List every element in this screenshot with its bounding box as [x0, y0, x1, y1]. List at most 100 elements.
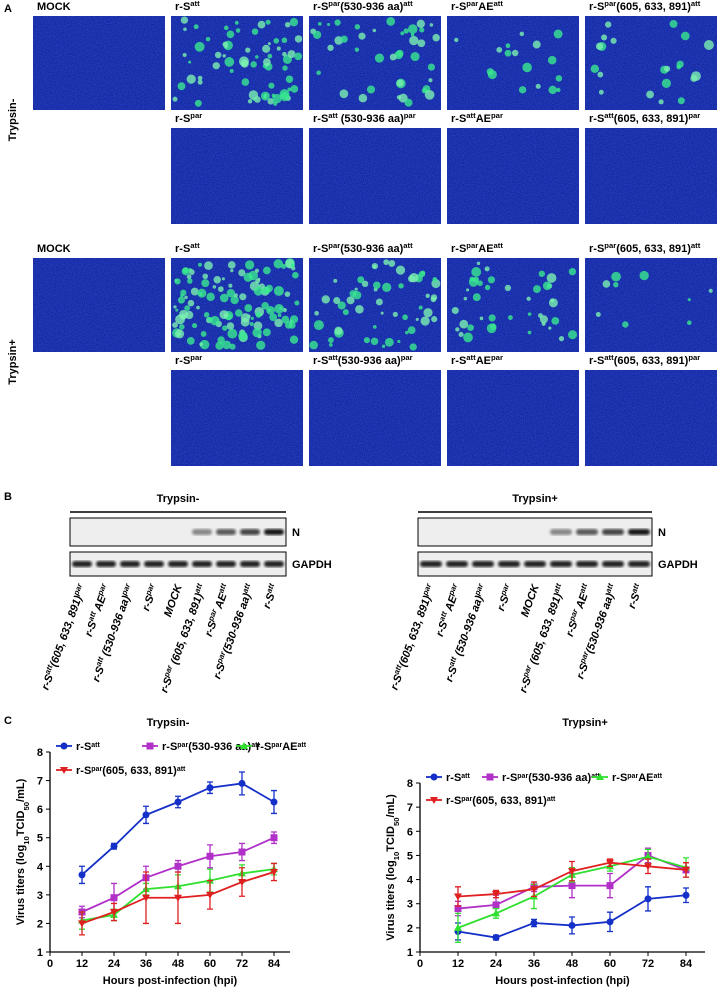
infected-cell: [402, 314, 408, 321]
infected-cell: [415, 317, 419, 321]
infected-cell: [420, 316, 430, 326]
infected-cell: [416, 19, 426, 29]
band-label: N: [292, 527, 300, 539]
text-part: r-S: [451, 1, 466, 13]
text-part: r-S: [313, 113, 328, 125]
infected-cell: [197, 79, 203, 85]
infected-cell: [404, 98, 413, 107]
point: [606, 918, 614, 926]
text-part: r-S: [451, 355, 466, 367]
point: [206, 891, 214, 899]
infected-cell: [410, 32, 415, 37]
infected-cell: [522, 62, 532, 73]
text-part: r-S: [313, 355, 328, 367]
infected-cell: [267, 53, 273, 59]
infected-cell: [372, 28, 377, 33]
infected-cell: [200, 331, 207, 337]
text-part: par: [205, 607, 218, 623]
text-part: att: [177, 766, 186, 773]
infected-cell: [219, 293, 229, 303]
infected-cell: [496, 46, 503, 53]
text-part: AE: [573, 591, 591, 613]
text-part: (605, 633, 891): [102, 765, 177, 777]
micrograph-texture: [171, 128, 303, 224]
infected-cell: [396, 49, 404, 58]
infected-cell: [203, 312, 210, 318]
infected-cell: [342, 309, 349, 316]
point: [606, 882, 614, 890]
infected-cell: [249, 322, 254, 327]
infected-cell: [527, 330, 532, 335]
text-part: att: [466, 111, 476, 120]
band: [192, 561, 212, 567]
text-part: MOCK: [37, 1, 71, 13]
infected-cell: [327, 22, 331, 26]
infected-cell: [294, 300, 300, 306]
infected-cell: [551, 316, 560, 325]
text-part: par: [404, 111, 416, 120]
infected-cell: [224, 57, 235, 67]
micrograph-texture: [585, 258, 717, 352]
text-part: AE: [91, 594, 109, 616]
y-tick-label: 8: [37, 747, 43, 759]
legend-marker: [486, 773, 494, 781]
infected-cell: [430, 296, 437, 303]
infected-cell: [595, 312, 601, 317]
band: [472, 561, 494, 567]
legend-label: r-Spar(605, 633, 891)att: [446, 795, 556, 807]
text-part: att: [328, 353, 338, 362]
point: [682, 891, 690, 899]
point: [142, 894, 150, 902]
image-label: r-Spar(530-936 aa)att: [313, 0, 413, 13]
infected-cell: [191, 322, 198, 329]
infected-cell: [272, 94, 282, 104]
infected-cell: [177, 82, 186, 91]
image-label: r-Spar(605, 633, 891)att: [589, 0, 701, 13]
x-tick-label: 48: [566, 958, 578, 970]
infected-cell: [262, 328, 271, 337]
text-part: par: [271, 742, 282, 749]
point: [492, 901, 500, 909]
text-part: par: [420, 581, 433, 597]
infected-cell: [357, 276, 365, 284]
band-label: N: [658, 527, 666, 539]
text-part: AE: [442, 594, 460, 616]
infected-cell: [568, 330, 578, 340]
infected-cell: [429, 23, 434, 27]
infected-cell: [219, 310, 229, 320]
text-part: par: [446, 581, 459, 597]
point: [454, 923, 462, 931]
point: [530, 886, 538, 894]
x-tick-label: 36: [528, 958, 540, 970]
text-part: 10: [392, 852, 401, 861]
infected-cell: [389, 53, 397, 61]
text-part: r-S: [90, 664, 107, 683]
text-part: r-S: [564, 619, 581, 638]
infected-cell: [206, 292, 215, 302]
infected-cell: [455, 327, 460, 332]
text-part: r-S: [589, 243, 604, 255]
band: [576, 561, 598, 567]
infected-cell: [247, 99, 253, 104]
text-part: AE: [478, 243, 493, 255]
infected-cell: [186, 74, 196, 84]
infected-cell: [407, 326, 416, 335]
text-part: par: [604, 241, 616, 250]
text-part: att: [216, 582, 228, 594]
band: [446, 561, 468, 567]
infected-cell: [175, 308, 179, 312]
text-part: (605, 633, 891): [614, 355, 689, 367]
x-tick-label: 36: [140, 958, 152, 970]
lane-label: r-Spar AEatt: [562, 582, 594, 639]
band: [72, 561, 92, 567]
infected-cell: [386, 17, 396, 26]
point: [110, 894, 118, 902]
legend-label: r-Satt: [76, 741, 101, 753]
lane-label: r-Satt: [624, 582, 646, 611]
text-part: (605, 633, 891): [616, 243, 691, 255]
infected-cell: [279, 89, 290, 100]
legend-label: r-Spar(530-936 aa)att: [162, 741, 260, 753]
text-part: r-S: [158, 675, 175, 694]
infected-cell: [622, 321, 629, 328]
infected-cell: [197, 288, 207, 298]
